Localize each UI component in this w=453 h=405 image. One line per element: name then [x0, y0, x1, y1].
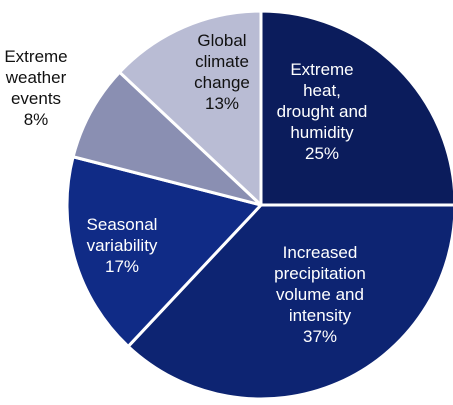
pie-slice-extreme-weather-events: [71, 70, 263, 207]
pie-slice-seasonal-variability: [65, 155, 263, 348]
slice-label-global-climate-change: Global climate change 13%: [194, 31, 250, 113]
pie-slice-increased-precipitation-volume-and-intensity: [126, 203, 453, 401]
pie-slice-global-climate-change: [118, 9, 263, 207]
slice-label-extreme-weather-events: Extreme weather events 8%: [4, 47, 67, 129]
slice-label-increased-precipitation-volume-and-intensity: Increased precipitation volume and intensit…: [274, 243, 366, 346]
slice-label-seasonal-variability: Seasonal variability 17%: [87, 215, 158, 276]
slice-label-extreme-heat-drought-and-humidity: Extreme heat, drought and humidity 25%: [277, 60, 368, 163]
pie-slice-extreme-heat-drought-and-humidity: [259, 9, 453, 207]
